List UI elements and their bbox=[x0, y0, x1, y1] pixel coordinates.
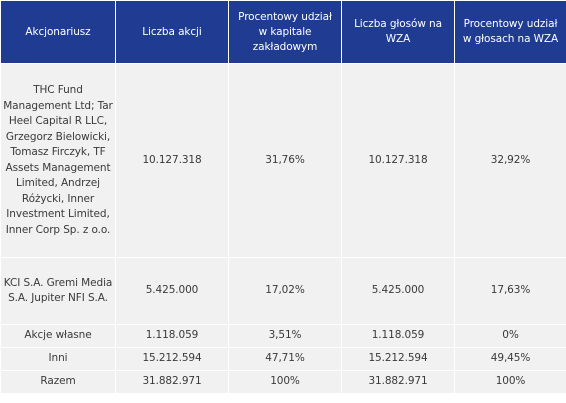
table-row: KCI S.A. Gremi Media S.A. Jupiter NFI S.… bbox=[0, 257, 566, 325]
cell-capital-percent: 17,02% bbox=[228, 257, 342, 325]
cell-votes: 1.118.059 bbox=[341, 324, 455, 348]
header-capital-percent: Procentowy udział w kapitale zakładowym bbox=[228, 0, 342, 64]
table-header-row: Akcjonariusz Liczba akcji Procentowy udz… bbox=[0, 0, 566, 64]
cell-shareholder: THC Fund Management Ltd; Tar Heel Capita… bbox=[0, 63, 116, 258]
header-votes-count: Liczba głosów na WZA bbox=[341, 0, 455, 64]
cell-votes: 31.882.971 bbox=[341, 370, 455, 394]
cell-shares: 1.118.059 bbox=[115, 324, 229, 348]
table-row: Akcje własne 1.118.059 3,51% 1.118.059 0… bbox=[0, 324, 566, 348]
cell-shares: 10.127.318 bbox=[115, 63, 229, 258]
cell-votes: 10.127.318 bbox=[341, 63, 455, 258]
cell-shareholder: Akcje własne bbox=[0, 324, 116, 348]
cell-capital-percent: 100% bbox=[228, 370, 342, 394]
cell-votes-percent: 0% bbox=[454, 324, 566, 348]
cell-capital-percent: 31,76% bbox=[228, 63, 342, 258]
cell-shares: 5.425.000 bbox=[115, 257, 229, 325]
header-votes-percent: Procentowy udział w głosach na WZA bbox=[454, 0, 566, 64]
table-row: THC Fund Management Ltd; Tar Heel Capita… bbox=[0, 63, 566, 258]
cell-votes-percent: 32,92% bbox=[454, 63, 566, 258]
table-row-total: Razem 31.882.971 100% 31.882.971 100% bbox=[0, 370, 566, 394]
cell-capital-percent: 47,71% bbox=[228, 347, 342, 371]
cell-shares: 31.882.971 bbox=[115, 370, 229, 394]
header-shares-count: Liczba akcji bbox=[115, 0, 229, 64]
cell-shareholder: KCI S.A. Gremi Media S.A. Jupiter NFI S.… bbox=[0, 257, 116, 325]
cell-votes: 15.212.594 bbox=[341, 347, 455, 371]
cell-votes-percent: 49,45% bbox=[454, 347, 566, 371]
table-row: Inni 15.212.594 47,71% 15.212.594 49,45% bbox=[0, 347, 566, 371]
cell-votes-percent: 17,63% bbox=[454, 257, 566, 325]
cell-shareholder: Razem bbox=[0, 370, 116, 394]
cell-votes-percent: 100% bbox=[454, 370, 566, 394]
cell-shares: 15.212.594 bbox=[115, 347, 229, 371]
cell-capital-percent: 3,51% bbox=[228, 324, 342, 348]
shareholders-table: Akcjonariusz Liczba akcji Procentowy udz… bbox=[0, 0, 566, 394]
cell-shareholder: Inni bbox=[0, 347, 116, 371]
cell-votes: 5.425.000 bbox=[341, 257, 455, 325]
header-shareholder: Akcjonariusz bbox=[0, 0, 116, 64]
